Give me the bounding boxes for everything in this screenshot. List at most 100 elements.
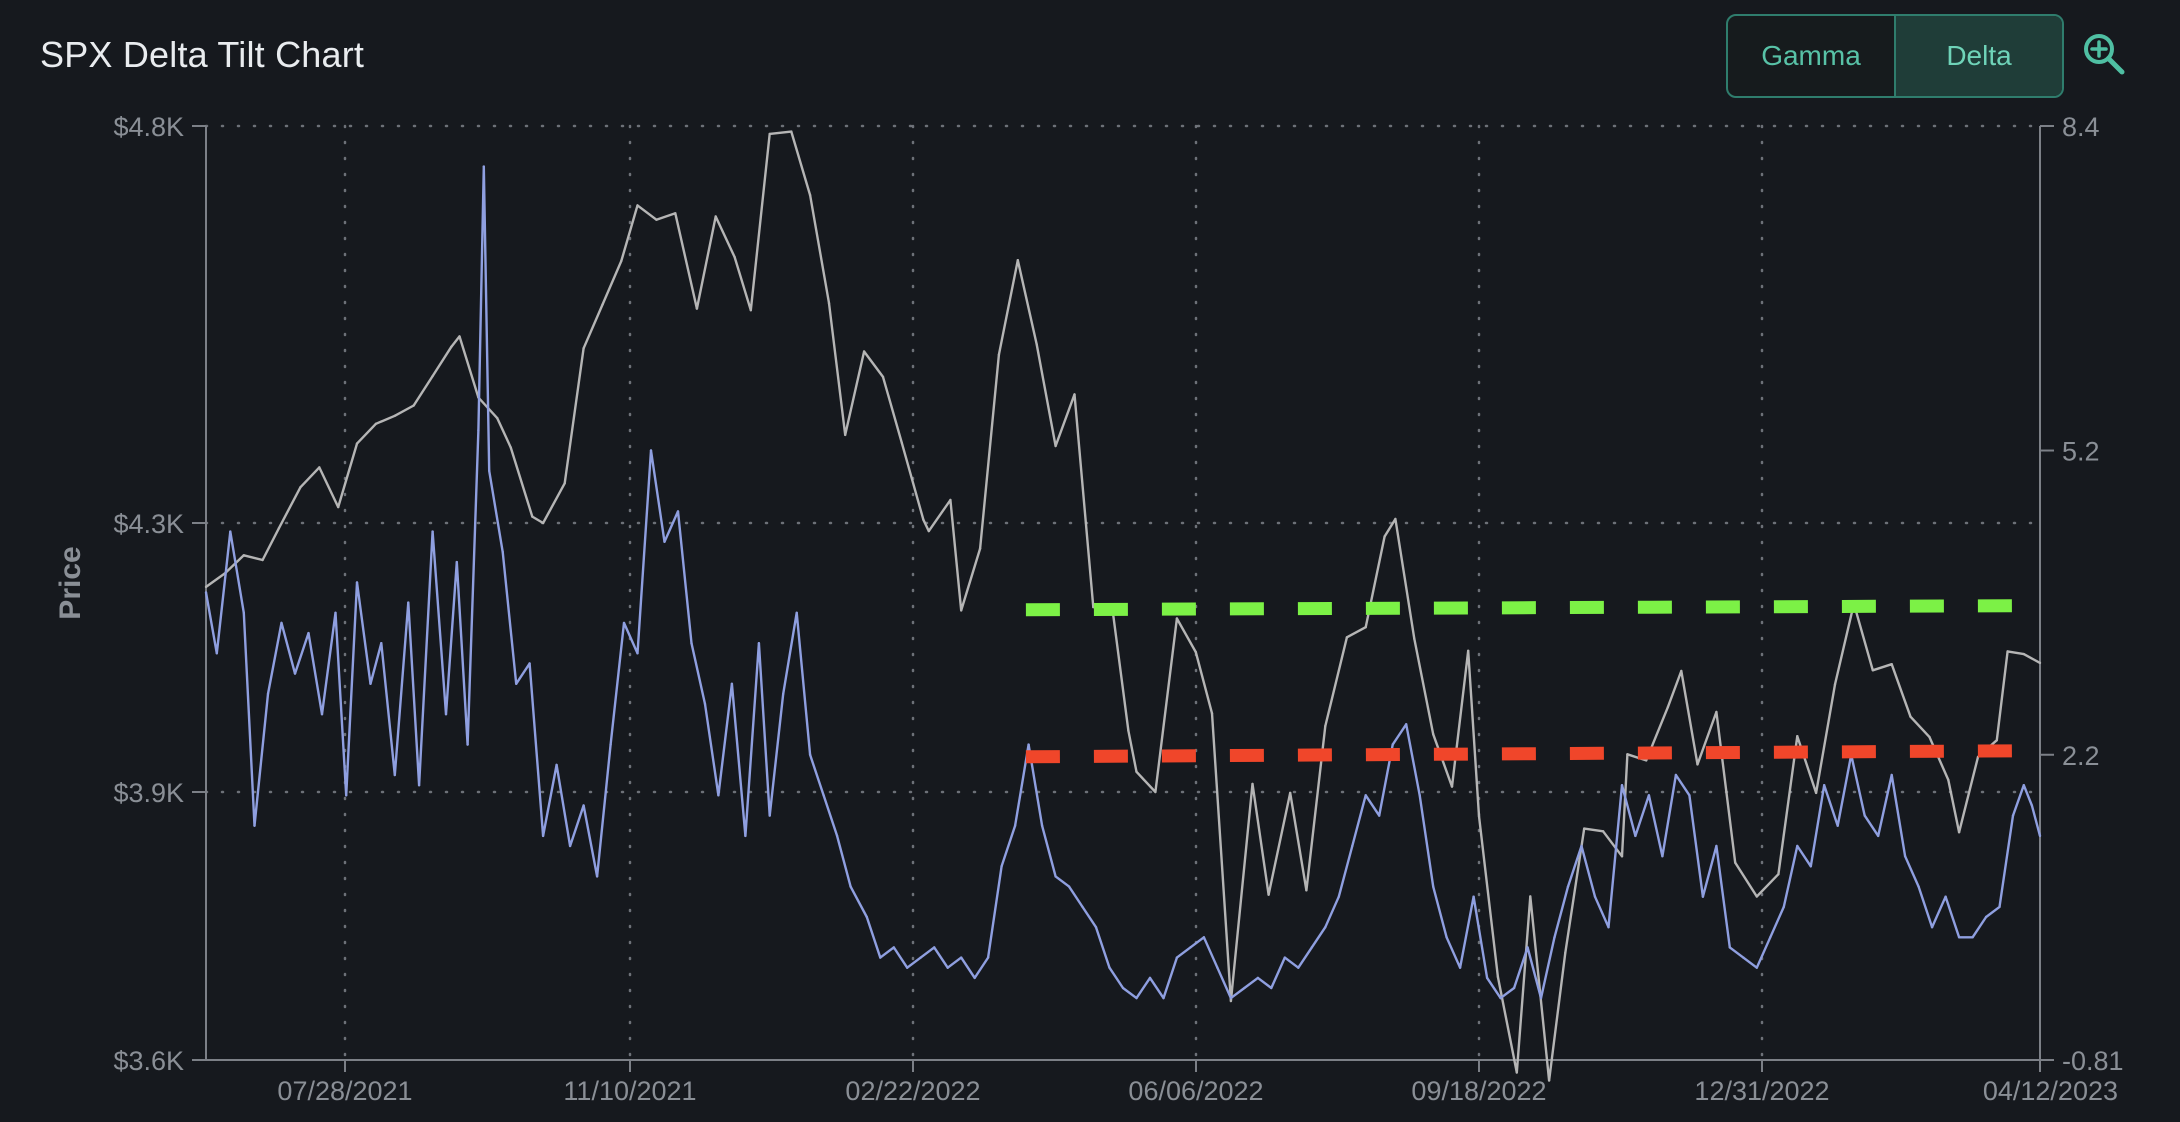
delta-tilt-line-point	[320, 713, 324, 716]
price-line-point	[1909, 715, 1912, 718]
delta-tilt-line-point	[1202, 936, 1206, 939]
delta-tilt-line-point	[1998, 905, 2001, 909]
delta-tilt-line-point	[1971, 936, 1974, 939]
delta-tilt-line-point	[1108, 966, 1111, 969]
price-line-point	[922, 518, 925, 521]
delta-tilt-line-point	[1944, 895, 1947, 898]
delta-tilt-line-point	[1013, 824, 1017, 827]
delta-tilt-line-point	[1337, 895, 1341, 898]
price-line-point	[808, 193, 812, 197]
delta-tilt-line-point	[1620, 784, 1624, 787]
price-line-point	[620, 259, 623, 263]
delta-tilt-line-point	[1283, 956, 1287, 959]
delta-tilt-line-point	[1270, 986, 1273, 990]
price-line-point	[1035, 343, 1038, 346]
delta-tilt-line-point	[1930, 926, 1934, 929]
delta-tilt-line-point	[1216, 966, 1219, 969]
delta-tilt-line-point	[1661, 855, 1664, 858]
price-line-point	[1547, 1079, 1551, 1082]
delta-tilt-line-point	[757, 642, 761, 645]
delta-tilt-line-point	[1512, 986, 1516, 990]
price-line-point	[531, 515, 534, 518]
price-line-point	[1680, 669, 1683, 673]
delta-toggle-button[interactable]: Delta	[1896, 16, 2062, 96]
delta-tilt-line-point	[253, 824, 256, 827]
price-line-point	[1194, 650, 1198, 654]
delta-tilt-line-point	[307, 631, 310, 635]
price-line-point	[277, 527, 280, 530]
price-line-point	[1383, 535, 1386, 538]
price-line-point	[1583, 827, 1586, 830]
price-line-point	[496, 417, 499, 420]
delta-tilt-line-point	[555, 763, 558, 767]
delta-tilt-line-point	[1647, 794, 1651, 797]
price-line-point	[1564, 951, 1567, 954]
delta-tilt-line-point	[482, 165, 485, 168]
delta-tilt-line-point	[1027, 743, 1030, 746]
delta-tilt-line-point	[501, 550, 504, 554]
x-tick-label: 09/18/2022	[1411, 1076, 1546, 1106]
price-line-point	[1251, 782, 1254, 786]
delta-tilt-line-point	[1351, 844, 1354, 848]
delta-tilt-line-point	[1823, 784, 1826, 787]
delta-tilt-line-point	[488, 469, 491, 472]
price-line-point	[393, 414, 396, 417]
price-line-point	[1324, 724, 1327, 728]
delta-tilt-line-point	[622, 621, 626, 625]
price-line-point	[1175, 617, 1179, 620]
price-line-point	[1995, 739, 1999, 742]
delta-tilt-line-point	[204, 591, 208, 594]
delta-tilt-line-point	[782, 692, 785, 696]
delta-tilt-line-point	[1189, 946, 1192, 949]
delta-tilt-line-point	[1135, 996, 1138, 1000]
delta-tilt-line-point	[1148, 976, 1152, 980]
delta-tilt-line-point	[1742, 956, 1745, 959]
series-layer	[204, 130, 2042, 1082]
price-line-point	[1947, 778, 1950, 782]
delta-tilt-line	[204, 165, 2042, 1000]
price-line-point	[733, 255, 736, 259]
price-line-point	[1755, 895, 1759, 898]
delta-tilt-line-point	[293, 672, 297, 675]
price-line-point	[299, 486, 302, 489]
zoom-in-magnifier-icon[interactable]	[2080, 30, 2128, 78]
reference-lines	[1025, 599, 2032, 764]
delta-tilt-line-point	[744, 834, 747, 838]
right-tick-label: -0.81	[2062, 1046, 2124, 1076]
gamma-toggle-button[interactable]: Gamma	[1728, 16, 1896, 96]
delta-tilt-line-point	[2011, 814, 2015, 817]
gamma-delta-toggle[interactable]: Gamma Delta	[1726, 14, 2064, 98]
price-line-point	[1054, 444, 1057, 448]
left-tick-label: $4.8K	[113, 112, 184, 142]
price-line-point	[1601, 830, 1605, 833]
price-line-point	[1515, 1071, 1519, 1074]
price-line-point	[1467, 649, 1470, 652]
delta-tilt-line-point	[1472, 895, 1475, 898]
price-line-point	[827, 301, 831, 305]
price-line-point	[1734, 861, 1737, 864]
delta-tilt-line-point	[795, 611, 798, 614]
x-tick-label: 07/28/2021	[277, 1076, 412, 1106]
price-line-point	[1645, 759, 1648, 762]
price-line-point	[1364, 626, 1367, 629]
delta-tilt-line-point	[1957, 936, 1961, 939]
price-line-point	[412, 404, 415, 407]
price-line-point	[695, 307, 699, 310]
delta-tilt-line-point	[730, 682, 734, 685]
price-line-point	[1715, 710, 1718, 714]
delta-tilt-line-point	[1405, 723, 1408, 726]
price-line-point	[900, 441, 903, 444]
delta-tilt-line-point	[1688, 794, 1691, 797]
delta-tilt-line-point	[355, 581, 359, 584]
price-line-point	[1928, 735, 1931, 739]
price-line-point	[1529, 895, 1532, 898]
x-tick-label: 02/22/2022	[845, 1076, 980, 1106]
price-line-point	[1267, 893, 1270, 896]
price-line-point	[1796, 735, 1799, 738]
delta-tilt-line-point	[973, 976, 976, 980]
delta-tilt-line-point	[1877, 834, 1880, 838]
price-line-point	[318, 466, 321, 469]
x-tick-label: 04/12/2023	[1983, 1076, 2118, 1106]
price-line-point	[1345, 636, 1349, 639]
